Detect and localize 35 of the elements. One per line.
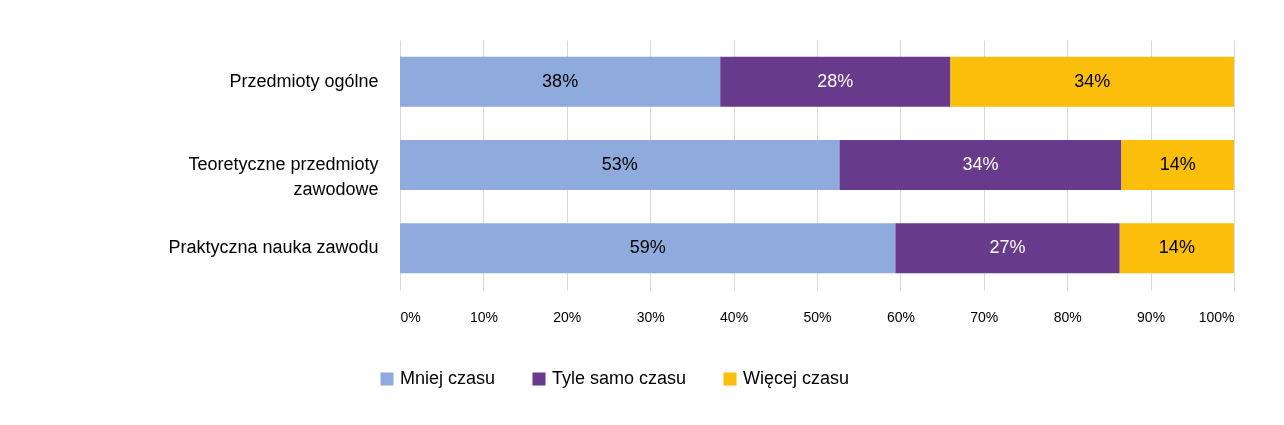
data-label: 59% — [629, 237, 666, 258]
data-label: 14% — [1159, 154, 1196, 174]
data-label: 38% — [542, 70, 579, 91]
data-label: 28% — [817, 70, 854, 91]
bar — [950, 56, 1234, 107]
x-tick-label: 70% — [970, 308, 999, 325]
x-tick-label: 100% — [1198, 308, 1235, 325]
data-label: 53% — [601, 154, 638, 174]
data-label: 14% — [1158, 237, 1195, 258]
bar — [839, 140, 1122, 190]
x-tick-label: 0% — [400, 308, 421, 325]
bar — [400, 223, 896, 274]
bar — [400, 56, 721, 107]
x-tick-label: 30% — [636, 308, 665, 325]
x-tick-label: 90% — [1137, 308, 1166, 325]
bar — [1119, 223, 1234, 274]
legend-label: Więcej czasu — [743, 368, 850, 388]
bar — [400, 140, 840, 190]
x-tick-label: 80% — [1053, 308, 1082, 325]
bar — [1121, 140, 1234, 190]
x-tick-label: 50% — [803, 308, 832, 325]
data-label: 27% — [989, 237, 1026, 258]
x-tick-label: 20% — [553, 308, 582, 325]
x-tick-label: 60% — [886, 308, 915, 325]
x-tick-label: 10% — [469, 308, 498, 325]
y-tick-label: Praktyczna nauka zawodu — [168, 237, 379, 258]
bar — [895, 223, 1120, 274]
legend-label: Mniej czasu — [400, 368, 496, 388]
y-tick-label: Teoretyczne przedmioty zawodowe — [188, 154, 379, 199]
data-label: 34% — [1074, 70, 1111, 91]
y-tick-label: Przedmioty ogólne — [229, 70, 379, 91]
legend-label: Tyle samo czasu — [552, 368, 687, 388]
bar — [720, 56, 951, 107]
data-label: 34% — [962, 154, 999, 174]
x-tick-label: 40% — [720, 308, 749, 325]
